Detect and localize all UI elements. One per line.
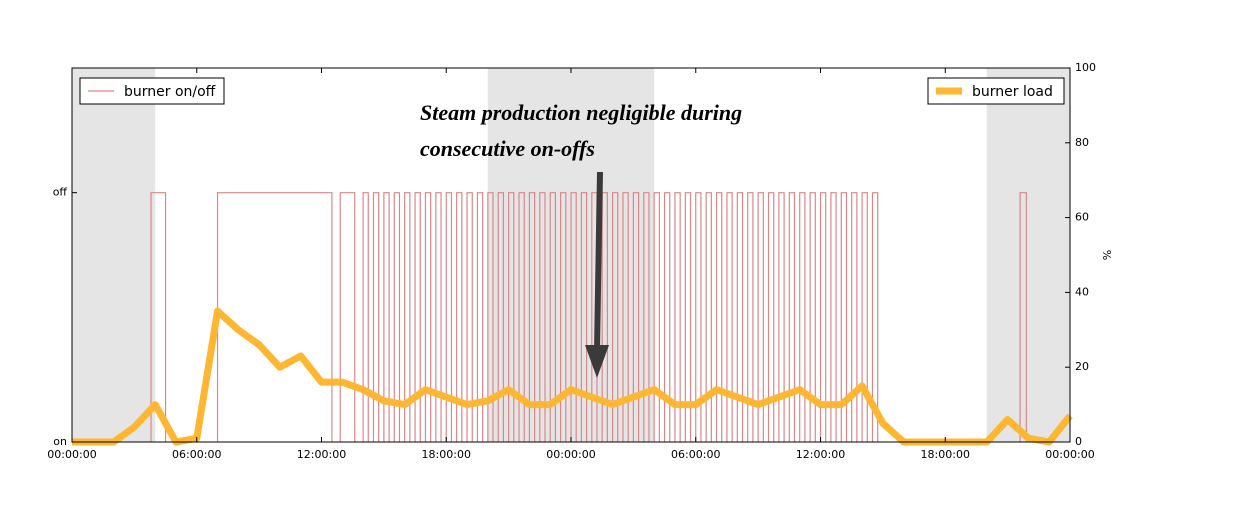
onoff-pulse — [684, 192, 692, 442]
onoff-pulse — [393, 192, 401, 442]
onoff-pulse — [830, 192, 837, 442]
onoff-pulse — [799, 192, 806, 442]
onoff-pulse — [653, 192, 660, 442]
legend-label: burner load — [972, 84, 1053, 100]
onoff-pulse — [819, 192, 827, 442]
x-tick-label: 12:00:00 — [796, 448, 845, 461]
onoff-pulse — [643, 192, 650, 442]
onoff-pulse — [695, 192, 702, 442]
onoff-pulse — [539, 192, 546, 442]
onoff-pulse — [372, 192, 380, 442]
arrow-shaft — [594, 171, 603, 351]
onoff-pulse — [622, 192, 629, 442]
x-tick-label: 00:00:00 — [1045, 448, 1094, 461]
x-tick-label: 00:00:00 — [546, 448, 595, 461]
onoff-pulse — [715, 192, 723, 442]
onoff-pulse — [150, 192, 167, 442]
onoff-pulse — [580, 192, 588, 442]
x-tick-label: 06:00:00 — [172, 448, 221, 461]
x-tick-label: 06:00:00 — [671, 448, 720, 461]
shaded-region — [986, 68, 1070, 442]
onoff-pulse — [560, 192, 567, 442]
onoff-pulse — [339, 192, 356, 442]
onoff-pulse — [840, 192, 848, 442]
onoff-pulse — [767, 192, 775, 442]
y2-tick-label: 0 — [1075, 435, 1082, 448]
onoff-pulse — [809, 192, 816, 442]
onoff-pulse — [414, 192, 421, 442]
y-tick-label: off — [53, 186, 68, 199]
onoff-pulse — [466, 192, 473, 442]
onoff-pulse — [528, 192, 536, 442]
y2-tick-label: 20 — [1075, 360, 1089, 373]
onoff-pulse — [788, 192, 796, 442]
onoff-pulse — [778, 192, 785, 442]
onoff-pulse — [757, 192, 764, 442]
onoff-pulse — [851, 192, 858, 442]
onoff-pulse — [861, 192, 868, 442]
shaded-region — [72, 68, 156, 442]
y2-axis-label: % — [1101, 250, 1114, 260]
onoff-pulse — [497, 192, 505, 442]
y2-tick-label: 100 — [1075, 61, 1096, 74]
x-tick-label: 12:00:00 — [297, 448, 346, 461]
onoff-pulse — [549, 192, 557, 442]
x-tick-label: 18:00:00 — [921, 448, 970, 461]
onoff-pulse — [456, 192, 463, 442]
onoff-pulse — [663, 192, 671, 442]
onoff-pulse — [476, 192, 484, 442]
onoff-pulse — [726, 192, 733, 442]
onoff-pulse — [362, 192, 369, 442]
onoff-pulse — [445, 192, 453, 442]
onoff-pulse — [871, 192, 879, 442]
x-tick-label: 00:00:00 — [47, 448, 96, 461]
legend-label: burner on/off — [124, 84, 216, 100]
onoff-pulse — [435, 192, 442, 442]
plot — [72, 192, 1073, 446]
onoff-pulse — [1019, 192, 1027, 442]
onoff-pulse — [736, 192, 744, 442]
onoff-pulse — [518, 192, 525, 442]
onoff-pulse — [424, 192, 432, 442]
onoff-pulse — [383, 192, 390, 442]
onoff-pulse — [632, 192, 640, 442]
onoff-pulse — [404, 192, 411, 442]
onoff-pulse — [601, 192, 608, 442]
y2-tick-label: 40 — [1075, 285, 1089, 298]
onoff-pulse — [674, 192, 681, 442]
y-tick-label: on — [53, 435, 67, 448]
onoff-pulse — [508, 192, 515, 442]
y2-tick-label: 60 — [1075, 211, 1089, 224]
onoff-pulse — [570, 192, 577, 442]
onoff-pulse — [487, 192, 494, 442]
arrow-head — [585, 345, 609, 378]
onoff-pulse — [705, 192, 712, 442]
onoff-pulse — [216, 192, 333, 442]
onoff-pulse — [611, 192, 619, 442]
y2-tick-label: 80 — [1075, 136, 1089, 149]
x-tick-label: 18:00:00 — [422, 448, 471, 461]
annotation: Steam production negligible during consec… — [420, 100, 742, 161]
onoff-pulse — [747, 192, 754, 442]
